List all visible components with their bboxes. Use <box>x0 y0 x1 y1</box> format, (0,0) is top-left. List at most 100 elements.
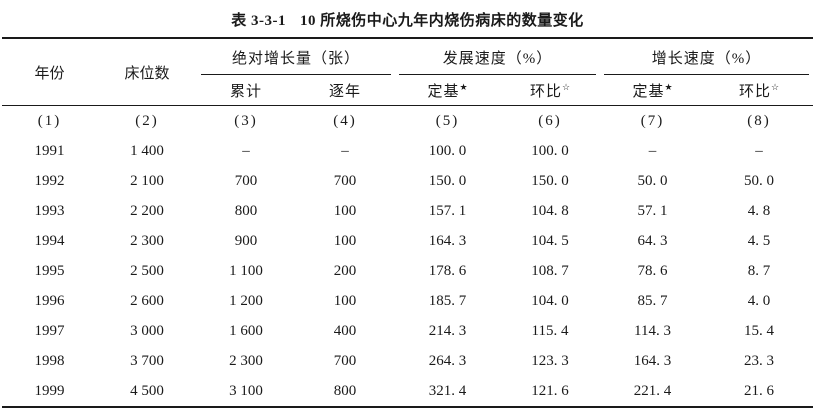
table-cell: 100 <box>333 292 357 309</box>
table-cell: 108. 7 <box>531 262 569 279</box>
subheader-label: 环比 <box>529 83 562 100</box>
table-title: 表 3-3-1 10 所烧伤中心九年内烧伤病床的数量变化 <box>0 0 815 30</box>
col-subheader-fixed-base-growth: 定基★ <box>600 75 705 106</box>
table-cell: 100 <box>333 232 357 249</box>
table-cell: 1994 <box>34 232 65 249</box>
table-row: 1997 3 000 1 600 400 214. 3 115. 4 114. 3 15. 4 <box>2 316 813 346</box>
table-cell: 164. 3 <box>428 232 467 249</box>
table-cell: 78. 6 <box>637 262 668 279</box>
table-cell: 50. 0 <box>744 172 774 189</box>
subheader-label: 逐年 <box>328 83 361 100</box>
table-cell: 1997 <box>34 322 65 339</box>
table-row: 1995 2 500 1 100 200 178. 6 108. 7 78. 6 8. 7 <box>2 256 813 286</box>
table-row: 1996 2 600 1 200 100 185. 7 104. 0 85. 7 4. 0 <box>2 286 813 316</box>
table-cell: 104. 8 <box>531 202 569 219</box>
hollow-star-mark: ☆ <box>770 81 780 92</box>
table-cell: 1 200 <box>229 292 263 309</box>
table-cell: 114. 3 <box>634 322 671 339</box>
table-cell: 1995 <box>34 262 65 279</box>
table-cell: 157. 1 <box>428 202 467 219</box>
subheader-label: 环比 <box>738 83 771 100</box>
table-cell: 104. 0 <box>531 292 569 309</box>
table-cell: 8. 7 <box>747 262 771 279</box>
table-cell: 115. 4 <box>531 322 569 339</box>
table-cell: 3 100 <box>229 382 263 399</box>
table-cell: 85. 7 <box>637 292 668 309</box>
col-subheader-yearly: 逐年 <box>294 75 395 106</box>
table-cell: 4 500 <box>130 382 164 399</box>
table-cell: 1 600 <box>229 322 263 339</box>
column-index-cell: (3) <box>234 112 258 129</box>
table-cell: – <box>755 142 763 159</box>
table-cell: 700 <box>234 172 258 189</box>
col-header-year: 年份 <box>1 38 97 106</box>
table-body: 1991 1 400 – – 100. 0 100. 0 – – 1992 2 100 700 700… <box>2 136 813 407</box>
table-cell: 700 <box>333 352 357 369</box>
table-cell: 321. 4 <box>428 382 467 399</box>
column-index-cell: (5) <box>435 112 460 129</box>
table-cell: 1998 <box>34 352 65 369</box>
col-subheader-fixed-base-development: 定基★ <box>395 75 500 106</box>
col-group-growth-speed: 增长速度（%） <box>600 38 813 75</box>
subheader-label: 定基 <box>427 83 460 100</box>
table-cell: 1991 <box>34 142 65 159</box>
table-cell: 104. 5 <box>531 232 569 249</box>
header-sub-row: 累计 逐年 定基★ 环比☆ 定基★ 环比☆ <box>2 75 813 106</box>
col-subheader-chain-development: 环比☆ <box>500 75 600 106</box>
header-group-row: 年份 床位数 绝对增长量（张） 发展速度（%） 增长速度（%） <box>1 38 813 106</box>
table-cell: 200 <box>333 262 357 279</box>
table-cell: 2 600 <box>130 292 164 309</box>
filled-star-mark: ★ <box>664 81 673 92</box>
table-cell: 1992 <box>34 172 65 189</box>
table-cell: 164. 3 <box>633 352 672 369</box>
table-cell: 700 <box>333 172 357 189</box>
table-cell: 3 000 <box>130 322 164 339</box>
table-cell: 64. 3 <box>637 232 668 249</box>
subheader-label: 累计 <box>229 83 262 100</box>
table-cell: 178. 6 <box>428 262 467 279</box>
subheader-label: 定基 <box>632 83 665 100</box>
col-subheader-chain-growth: 环比☆ <box>705 75 813 106</box>
col-subheader-cumulative: 累计 <box>196 75 295 106</box>
column-index-cell: (8) <box>747 112 771 129</box>
column-index-cell: (1) <box>37 112 62 129</box>
table-row: 1991 1 400 – – 100. 0 100. 0 – – <box>2 136 813 166</box>
table-cell: 100 <box>333 202 357 219</box>
table-cell: 21. 6 <box>744 382 774 399</box>
table-cell: 100. 0 <box>531 142 569 159</box>
table-number: 表 3-3-1 <box>231 13 286 29</box>
col-group-absolute-growth-label: 绝对增长量（张） <box>200 47 391 75</box>
table-cell: 2 300 <box>130 232 164 249</box>
table-cell: 150. 0 <box>428 172 467 189</box>
table-cell: 1999 <box>34 382 65 399</box>
table-row: 1994 2 300 900 100 164. 3 104. 5 64. 3 4. 5 <box>2 226 813 256</box>
column-index-cell: (4) <box>333 112 357 129</box>
col-group-growth-speed-label: 增长速度（%） <box>604 47 809 75</box>
table-cell: 123. 3 <box>531 352 569 369</box>
column-index-cell: (6) <box>538 112 562 129</box>
statistics-table: 年份 床位数 绝对增长量（张） 发展速度（%） 增长速度（%） 累计 逐年 定基… <box>1 37 813 408</box>
table-cell: 214. 3 <box>428 322 467 339</box>
col-group-development-speed: 发展速度（%） <box>395 38 600 75</box>
table-cell: 1993 <box>34 202 65 219</box>
table-cell: 1996 <box>34 292 65 309</box>
table-cell: 800 <box>234 202 258 219</box>
table-cell: 400 <box>333 322 357 339</box>
table-cell: 57. 1 <box>637 202 668 219</box>
table-cell: 800 <box>333 382 357 399</box>
table-cell: 150. 0 <box>531 172 569 189</box>
table-row: 1992 2 100 700 700 150. 0 150. 0 50. 0 50. 0 <box>2 166 813 196</box>
table-cell: 4. 0 <box>747 292 771 309</box>
table-cell: 4. 8 <box>747 202 771 219</box>
table-cell: – <box>648 142 657 159</box>
filled-star-mark: ★ <box>459 81 468 92</box>
table-cell: 121. 6 <box>531 382 569 399</box>
table-cell: 2 200 <box>130 202 164 219</box>
table-cell: 1 100 <box>229 262 263 279</box>
table-cell: 50. 0 <box>637 172 668 189</box>
table-cell: 2 100 <box>130 172 164 189</box>
table-cell: 900 <box>234 232 258 249</box>
column-index-cell: (2) <box>135 112 159 129</box>
table-cell: 221. 4 <box>633 382 672 399</box>
col-group-development-speed-label: 发展速度（%） <box>399 47 596 75</box>
